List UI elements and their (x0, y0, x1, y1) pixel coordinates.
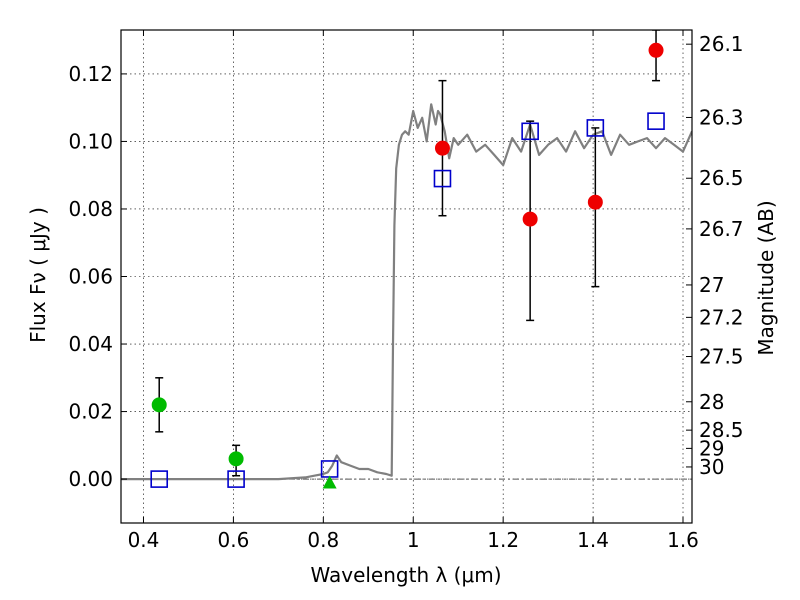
observed-point (151, 397, 167, 413)
y2-tick-label: 27 (699, 273, 724, 297)
x-tick-label: 0.8 (307, 528, 339, 552)
x-tick-label: 1.2 (487, 528, 519, 552)
y2-tick-label: 26.3 (699, 105, 744, 129)
y-tick-label: 0.02 (68, 400, 113, 424)
x-tick-label: 0.4 (128, 528, 160, 552)
y-tick-label: 0.10 (68, 129, 113, 153)
x-tick-label: 1 (407, 528, 420, 552)
y2-tick-label: 27.2 (699, 305, 744, 329)
observed-point (587, 194, 603, 210)
model-photometry-square (227, 470, 245, 488)
x-tick-label: 1.6 (667, 528, 699, 552)
x-tick-label: 1.4 (577, 528, 609, 552)
y-tick-label: 0.00 (68, 467, 113, 491)
y2-tick-label: 26.5 (699, 166, 744, 190)
model-photometry-square (647, 112, 665, 130)
y2-tick-label: 28 (699, 390, 724, 414)
y2-tick-label: 30 (699, 455, 724, 479)
x-tick-label: 0.6 (217, 528, 249, 552)
observed-point (434, 140, 450, 156)
model-photometry-square (150, 470, 169, 488)
y-tick-label: 0.08 (68, 197, 113, 221)
y2-axis-label: Magnitude (AB) (754, 200, 778, 355)
observed-point (228, 451, 244, 467)
y2-tick-label: 29 (699, 436, 724, 460)
y-axis-ticks: 0.00 0.02 0.04 0.06 0.08 0.10 0.12 (68, 62, 127, 491)
observed-point (522, 211, 538, 227)
non-detection-triangle (322, 475, 337, 489)
y2-tick-label: 26.7 (699, 217, 744, 241)
data-series (121, 30, 692, 489)
y2-tick-label: 26.1 (699, 32, 744, 56)
model-photometry-square (521, 122, 539, 141)
y2-tick-label: 28.5 (699, 418, 744, 442)
y2-tick-label: 27.5 (699, 345, 744, 369)
x-axis-ticks: 0.4 0.6 0.8 1 1.2 1.4 1.6 (128, 30, 699, 552)
x-axis-label: Wavelength λ (μm) (310, 563, 501, 587)
model-photometry-square (586, 119, 605, 137)
model-photometry-square (433, 169, 452, 188)
observed-point (648, 42, 664, 58)
y-tick-label: 0.12 (68, 62, 113, 86)
y-tick-label: 0.06 (68, 265, 113, 289)
y-axis-label: Flux Fν ( μJy ) (26, 207, 50, 343)
y-tick-label: 0.04 (68, 332, 113, 356)
sed-model-line (121, 103, 692, 481)
